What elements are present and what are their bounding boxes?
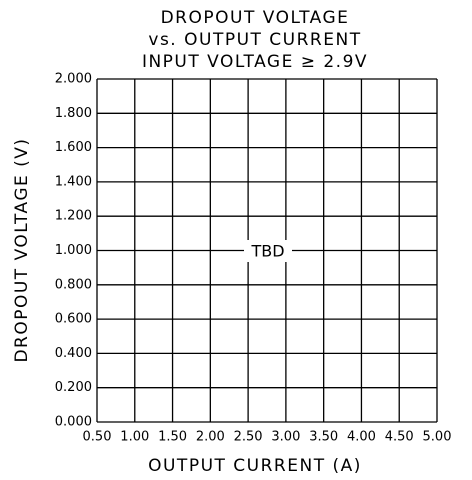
chart-title: INPUT VOLTAGE ≥ 2.9V [142,52,368,72]
x-axis-label: OUTPUT CURRENT (A) [148,456,362,476]
y-tick-label: 0.000 [55,415,92,430]
y-tick-label: 0.800 [55,277,92,292]
chart-title: vs. OUTPUT CURRENT [148,30,361,50]
x-tick-label: 4.50 [385,430,414,445]
y-tick-label: 1.200 [55,209,92,224]
y-tick-label: 0.600 [55,312,92,327]
x-tick-label: 3.50 [309,430,338,445]
x-tick-label: 2.00 [196,430,225,445]
x-tick-label: 5.00 [423,430,452,445]
x-tick-label: 4.00 [347,430,376,445]
chart-title: DROPOUT VOLTAGE [161,8,350,28]
annotation-background [244,240,292,262]
x-tick-label: 3.00 [271,430,300,445]
y-tick-label: 1.600 [55,140,92,155]
y-tick-label: 1.800 [55,106,92,121]
y-tick-label: 0.200 [55,380,92,395]
y-axis-label: DROPOUT VOLTAGE (V) [12,137,32,362]
y-tick-label: 2.000 [55,72,92,87]
annotation: TBD [250,242,284,261]
y-tick-label: 1.400 [55,174,92,189]
x-tick-label: 0.50 [83,430,112,445]
x-tick-label: 2.50 [234,430,263,445]
x-tick-label: 1.50 [158,430,187,445]
y-tick-label: 0.400 [55,346,92,361]
x-tick-label: 1.00 [120,430,149,445]
y-tick-label: 1.000 [55,243,92,258]
